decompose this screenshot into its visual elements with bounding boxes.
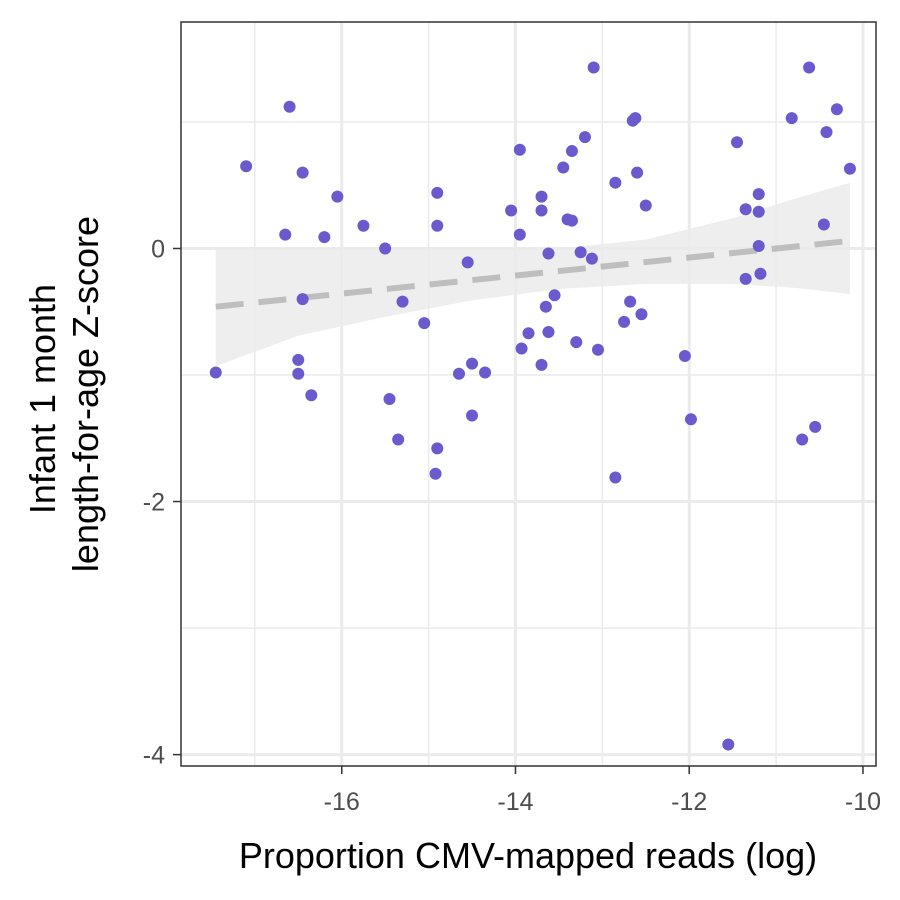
data-point: [752, 239, 765, 252]
data-point: [535, 204, 548, 217]
y-axis-title-line-2: length-for-age Z-score: [65, 216, 106, 572]
data-point: [296, 166, 309, 179]
data-point: [565, 214, 578, 227]
data-point: [565, 145, 578, 158]
data-point: [548, 289, 561, 302]
data-point: [283, 100, 296, 113]
data-point: [535, 358, 548, 371]
data-points: [209, 61, 856, 751]
data-point: [609, 176, 622, 189]
x-axis-ticks: -16 -14 -12 -10: [324, 766, 881, 816]
data-point: [539, 300, 552, 313]
data-point: [431, 219, 444, 232]
data-point: [418, 317, 431, 330]
data-point: [618, 315, 631, 328]
data-point: [574, 246, 587, 259]
data-point: [631, 166, 644, 179]
data-point: [318, 231, 331, 244]
x-tick-label: -14: [497, 788, 533, 816]
data-point: [479, 366, 492, 379]
data-point: [587, 61, 600, 74]
data-point: [624, 295, 637, 308]
y-axis-ticks: -4 -2 0: [143, 235, 181, 770]
data-point: [578, 131, 591, 144]
trend-line: [215, 237, 851, 310]
data-point: [785, 112, 798, 125]
data-point: [513, 143, 526, 156]
data-point: [357, 219, 370, 232]
data-point: [754, 267, 767, 280]
data-point: [431, 442, 444, 455]
data-point: [331, 190, 344, 203]
data-point: [557, 161, 570, 174]
x-axis-title: Proportion CMV-mapped reads (log): [239, 835, 817, 876]
y-tick-label: -4: [143, 742, 165, 770]
data-point: [592, 343, 604, 356]
data-point: [383, 393, 396, 406]
panel-border: [180, 21, 877, 767]
data-point: [453, 367, 465, 380]
data-point: [392, 433, 405, 446]
x-tick-label: -12: [671, 788, 707, 816]
data-point: [209, 366, 222, 379]
data-point: [609, 471, 622, 484]
x-tick-label: -16: [324, 788, 360, 816]
data-point: [466, 409, 479, 422]
y-axis-title: Infant 1 month length-for-age Z-score: [22, 216, 106, 572]
data-point: [513, 228, 526, 241]
data-point: [820, 126, 833, 139]
panel-background: [181, 22, 876, 766]
data-point: [240, 160, 253, 173]
data-point: [379, 242, 392, 255]
x-tick-label: -10: [845, 788, 881, 816]
data-point: [279, 228, 292, 241]
data-point: [535, 190, 548, 203]
data-point: [292, 367, 305, 380]
data-point: [809, 420, 822, 433]
data-point: [731, 136, 743, 149]
y-tick-label: 0: [151, 235, 165, 263]
y-tick-label: -2: [143, 489, 165, 517]
data-point: [570, 336, 583, 349]
data-point: [803, 61, 816, 74]
data-point: [542, 247, 555, 260]
data-point: [505, 204, 518, 217]
data-point: [639, 199, 652, 212]
data-point: [296, 293, 309, 306]
data-point: [830, 103, 843, 116]
data-point: [796, 433, 809, 446]
data-point: [722, 738, 735, 751]
data-point: [635, 308, 648, 321]
data-point: [585, 252, 598, 265]
data-point: [684, 413, 697, 426]
data-point: [305, 389, 318, 402]
data-point: [752, 188, 765, 201]
data-point: [466, 357, 479, 370]
data-point: [843, 162, 856, 175]
data-point: [461, 256, 474, 269]
data-point: [522, 327, 535, 340]
data-point: [292, 353, 305, 366]
y-axis-title-line-1: Infant 1 month: [22, 284, 63, 514]
data-point: [752, 205, 765, 218]
data-point: [678, 350, 691, 363]
data-point: [542, 326, 555, 338]
data-point: [515, 342, 528, 355]
data-point: [817, 218, 830, 231]
data-point: [739, 272, 752, 285]
data-point: [396, 295, 409, 308]
data-point: [739, 203, 752, 216]
data-point: [629, 112, 642, 125]
data-point: [429, 467, 442, 480]
data-point: [431, 186, 444, 199]
